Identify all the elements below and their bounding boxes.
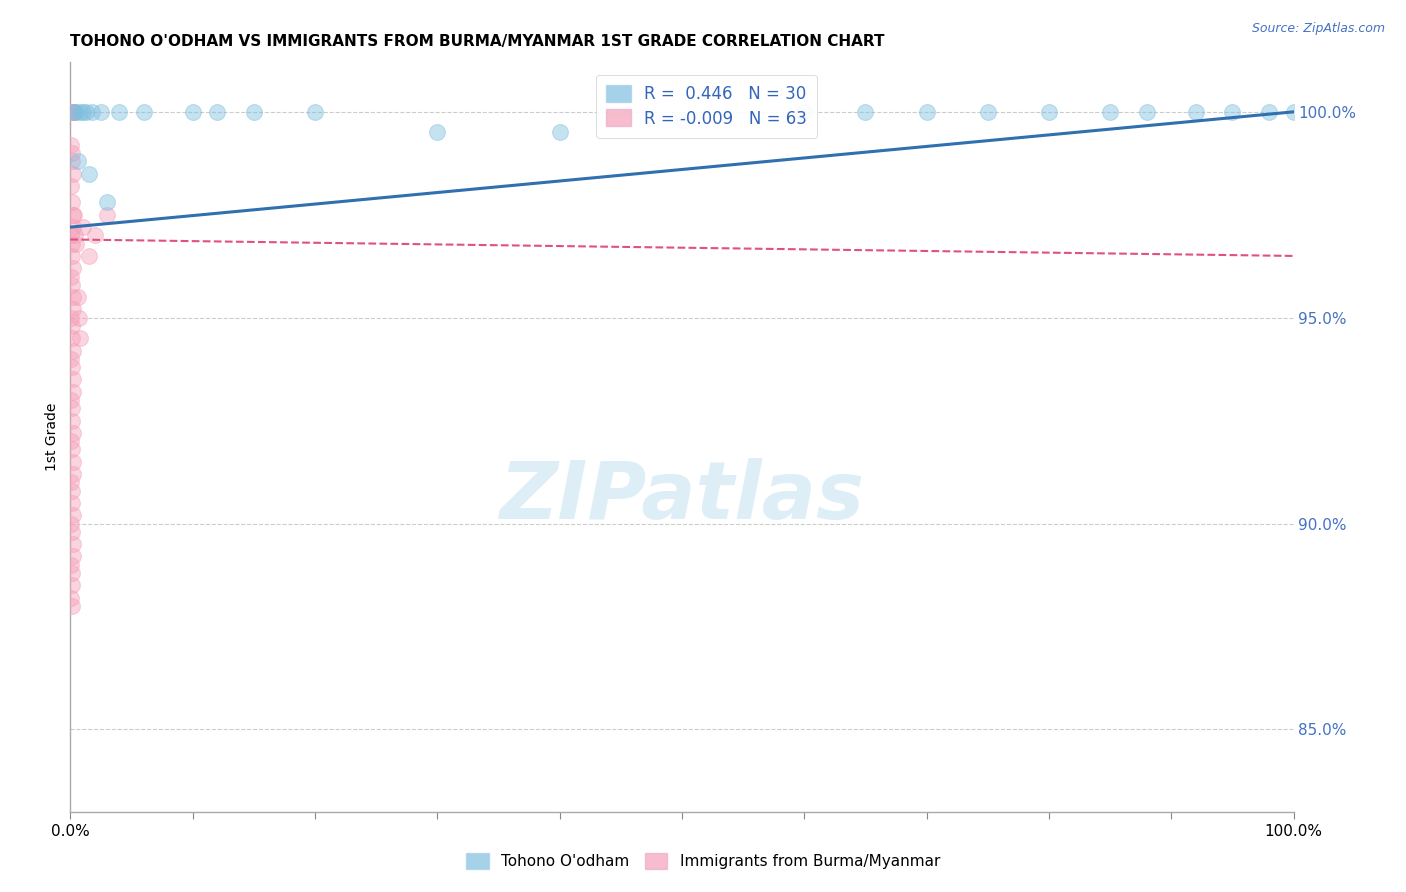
- Point: [75, 104, 97, 119]
- Point: [62, 467, 84, 482]
- Point: [426, 125, 449, 139]
- Point: [62, 104, 84, 119]
- Point: [62, 302, 84, 317]
- Point: [66, 154, 89, 169]
- Point: [72, 220, 94, 235]
- Point: [62, 372, 84, 386]
- Point: [62, 549, 84, 564]
- Point: [60, 331, 83, 345]
- Point: [59, 137, 82, 152]
- Point: [60, 496, 83, 510]
- Point: [82, 104, 104, 119]
- Point: [671, 113, 693, 128]
- Point: [132, 104, 155, 119]
- Point: [62, 167, 84, 181]
- Point: [59, 310, 82, 325]
- Point: [1258, 104, 1281, 119]
- Y-axis label: 1st Grade: 1st Grade: [45, 403, 59, 471]
- Point: [59, 104, 82, 119]
- Point: [60, 360, 83, 375]
- Point: [60, 104, 83, 119]
- Point: [60, 104, 83, 119]
- Point: [915, 104, 938, 119]
- Point: [108, 104, 131, 119]
- Point: [63, 228, 86, 243]
- Point: [62, 425, 84, 440]
- Point: [83, 228, 105, 243]
- Point: [60, 524, 83, 539]
- Point: [60, 154, 83, 169]
- Point: [548, 125, 571, 139]
- Point: [66, 290, 89, 304]
- Point: [59, 475, 82, 490]
- Point: [77, 249, 100, 263]
- Point: [1038, 104, 1060, 119]
- Point: [60, 351, 83, 366]
- Point: [60, 269, 83, 284]
- Point: [67, 310, 90, 325]
- Point: [1282, 104, 1305, 119]
- Text: Source: ZipAtlas.com: Source: ZipAtlas.com: [1251, 22, 1385, 36]
- Point: [62, 220, 84, 235]
- Point: [60, 591, 83, 605]
- Point: [62, 384, 84, 399]
- Point: [60, 236, 83, 251]
- Point: [65, 104, 87, 119]
- Point: [243, 104, 266, 119]
- Point: [60, 599, 83, 613]
- Point: [62, 508, 84, 523]
- Point: [96, 208, 118, 222]
- Point: [63, 104, 86, 119]
- Point: [62, 343, 84, 358]
- Point: [304, 104, 326, 119]
- Point: [60, 104, 83, 119]
- Point: [60, 442, 83, 457]
- Point: [60, 516, 83, 531]
- Point: [63, 104, 86, 119]
- Point: [1099, 104, 1122, 119]
- Point: [205, 104, 228, 119]
- Text: TOHONO O'ODHAM VS IMMIGRANTS FROM BURMA/MYANMAR 1ST GRADE CORRELATION CHART: TOHONO O'ODHAM VS IMMIGRANTS FROM BURMA/…: [70, 34, 884, 49]
- Point: [90, 104, 112, 119]
- Point: [69, 331, 91, 345]
- Point: [59, 228, 82, 243]
- Point: [60, 578, 83, 592]
- Point: [63, 208, 86, 222]
- Point: [59, 558, 82, 572]
- Point: [69, 104, 91, 119]
- Point: [62, 455, 84, 469]
- Point: [60, 566, 83, 580]
- Point: [855, 104, 877, 119]
- Point: [60, 401, 83, 416]
- Point: [96, 195, 118, 210]
- Point: [60, 483, 83, 498]
- Point: [1184, 104, 1206, 119]
- Point: [181, 104, 204, 119]
- Point: [60, 434, 83, 449]
- Point: [976, 104, 998, 119]
- Point: [60, 249, 83, 263]
- Point: [60, 146, 83, 161]
- Point: [62, 290, 84, 304]
- Point: [60, 178, 83, 193]
- Legend: Tohono O'odham, Immigrants from Burma/Myanmar: Tohono O'odham, Immigrants from Burma/My…: [460, 847, 946, 875]
- Point: [62, 104, 84, 119]
- Point: [77, 167, 100, 181]
- Point: [60, 414, 83, 428]
- Point: [72, 104, 94, 119]
- Point: [62, 537, 84, 551]
- Point: [59, 392, 82, 407]
- Point: [1220, 104, 1243, 119]
- Legend: R =  0.446   N = 30, R = -0.009   N = 63: R = 0.446 N = 30, R = -0.009 N = 63: [596, 75, 817, 137]
- Point: [60, 277, 83, 292]
- Point: [62, 208, 84, 222]
- Point: [60, 195, 83, 210]
- Point: [65, 236, 87, 251]
- Point: [62, 261, 84, 276]
- Point: [60, 318, 83, 333]
- Point: [1136, 104, 1159, 119]
- Point: [60, 104, 83, 119]
- Text: ZIPatlas: ZIPatlas: [499, 458, 865, 536]
- Point: [793, 104, 815, 119]
